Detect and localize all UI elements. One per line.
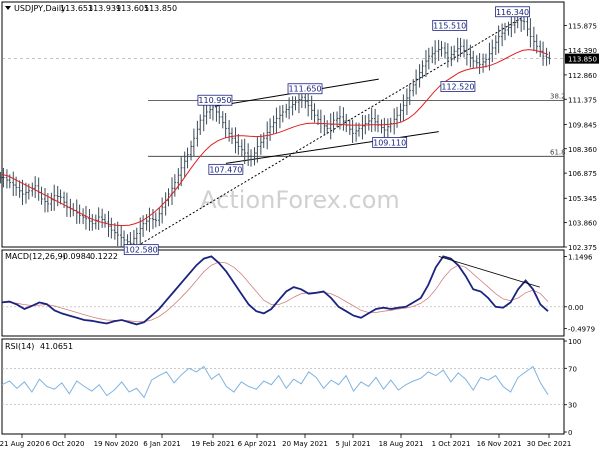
date-tick-label: 5 Jul 2021 [335,440,370,448]
header-open: 113.653 [60,4,93,13]
rsi-title: RSI(14) [5,342,34,351]
date-tick-label: 21 Aug 2020 [0,440,44,448]
price-label-box [123,244,159,256]
date-tick-label: 20 May 2021 [282,440,328,448]
price-tick-label: 105.345 [568,195,597,203]
macd-line [1,255,549,326]
macd-value: -0.0984 [60,252,91,261]
fib-label: 61.8 [550,148,566,156]
price-tick-label: 111.375 [568,96,597,104]
header-high: 113.939 [88,4,121,13]
macd-tick-label: -0.4979 [568,326,595,334]
price-label-box [287,83,323,95]
macd-header: MACD(12,26,9) -0.0984 0.1222 [5,252,118,261]
current-price-tag [565,53,599,64]
price-tick-label: 112.860 [568,72,597,80]
macd-tick-label: 1.1496 [568,253,593,261]
price-tick-label: 102.375 [568,244,597,252]
price-label-box [495,6,530,18]
price-label: 102.580 [125,246,158,255]
header-close: 113.850 [144,4,177,13]
date-tick-label: 19 Nov 2020 [94,440,139,448]
price-label: 110.950 [198,96,231,105]
price-tick-label: 115.875 [568,22,597,30]
macd-axis: 1.1496 0.00 -0.4979 [564,253,595,334]
fib-label: 38.2 [550,92,566,100]
date-axis: 21 Aug 2020 6 Oct 2020 19 Nov 2020 6 Jan 20… [0,434,571,448]
price-axis: 115.875 114.390 112.860 111.375 109.845 108.3… [564,22,599,252]
macd-title: MACD(12,26,9) [5,252,66,261]
date-tick-label: 19 Feb 2021 [191,440,235,448]
rsi-series-layer [1,365,564,406]
symbol-title: USDJPY,Daily [14,4,66,13]
date-tick-label: 6 Apr 2021 [238,440,277,448]
rsi-tick-label: 100 [568,338,581,346]
price-label-box [197,94,233,106]
price-label: 109.110 [373,138,406,147]
rsi-header: RSI(14) 41.0651 [5,342,73,351]
macd-tick-label: 0.00 [568,304,584,312]
rsi-axis: 100 70 30 0 [564,338,581,437]
trendline [225,131,439,164]
price-label-box [208,163,244,175]
collapse-triangle-icon[interactable] [5,6,11,10]
trendline [140,13,530,245]
price-tick-label: 109.845 [568,121,597,129]
price-label-box [440,81,476,92]
current-price-text: 113.850 [568,56,597,64]
rsi-tick-label: 70 [568,365,577,373]
rsi-tick-label: 0 [568,429,572,437]
price-tick-label: 108.360 [568,146,597,154]
price-label: 111.650 [288,85,321,94]
price-tick-label: 106.875 [568,170,597,178]
price-label: 115.510 [433,21,466,30]
price-header: USDJPY,Daily 113.653 113.939 113.605 113… [5,4,177,13]
price-tick-label: 114.390 [568,47,597,55]
macd-series-layer [1,255,564,326]
date-tick-label: 6 Oct 2020 [46,440,85,448]
rsi-panel-frame [1,338,565,435]
rsi-line [1,365,549,399]
date-tick-label: 18 Aug 2021 [379,440,424,448]
rsi-tick-label: 30 [568,402,577,410]
price-label: 116.340 [496,8,529,17]
watermark: ActionForex.com [200,186,400,214]
macd-panel-frame [1,249,565,337]
date-tick-label: 30 Dec 2021 [527,440,572,448]
macd-signal-value: 0.1222 [90,252,118,261]
date-tick-label: 6 Jan 2021 [143,440,181,448]
moving-average-line [1,49,549,227]
price-label-box [372,137,408,148]
price-label: 112.520 [441,82,474,91]
date-tick-label: 1 Oct 2021 [432,440,471,448]
price-series-layer: 38.2 61.8 102.580 110.950 107.470 111.650 109.… [0,6,566,256]
rsi-value: 41.0651 [40,342,73,351]
date-tick-label: 16 Nov 2021 [477,440,522,448]
price-label: 107.470 [209,165,242,174]
macd-trendline [438,256,540,288]
header-low: 113.605 [116,4,149,13]
price-label-box [432,19,468,31]
price-tick-label: 103.860 [568,220,597,228]
